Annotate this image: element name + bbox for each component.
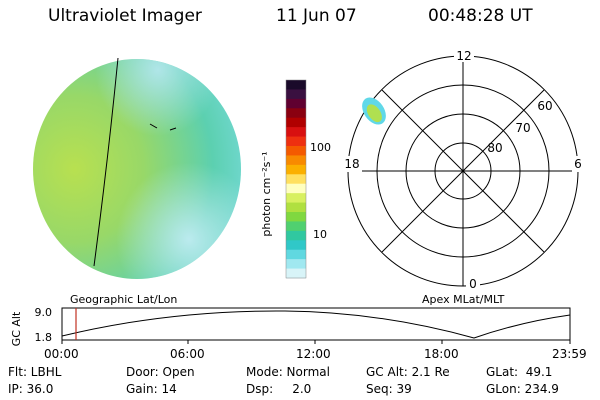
time-label: 00:48:28 UT [428, 6, 533, 26]
info-filter: Flt: LBHL [8, 365, 62, 379]
timeline-ytick-1.8: 1.8 [35, 331, 53, 344]
info-gain: Gain: 14 [126, 382, 177, 396]
colorbar-scale [286, 80, 306, 279]
colorbar-cell [286, 202, 306, 213]
colorbar-cell [286, 240, 306, 251]
uv-limb-region [33, 59, 241, 279]
colorbar-tick-100: 100 [310, 141, 331, 154]
label-bg [342, 156, 362, 172]
timeline-xtick-1200: 12:00 [296, 347, 331, 361]
colorbar-cell [286, 221, 306, 232]
colorbar-tick-10: 10 [313, 228, 327, 241]
coastline-mark [169, 127, 177, 131]
label-bg [572, 156, 586, 172]
mlat-label-70: 70 [515, 121, 530, 135]
info-door: Door: Open [126, 365, 195, 379]
timeline-xtick-0600: 06:00 [170, 347, 205, 361]
label-bg [454, 48, 474, 62]
info-ip: IP: 36.0 [8, 382, 54, 396]
colorbar-cell [286, 174, 306, 185]
colorbar-cell [286, 108, 306, 119]
colorbar-frame [285, 79, 307, 279]
colorbar-cell [286, 183, 306, 194]
mlt-label-0: 0 [469, 277, 477, 291]
colorbar-cell [286, 127, 306, 138]
colorbar-cell [286, 155, 306, 166]
coastline-mark [149, 123, 158, 129]
uv-geographic-image [33, 57, 241, 279]
colorbar: photon cm⁻²s⁻¹ [262, 79, 307, 279]
mlat-label-60: 60 [537, 99, 552, 113]
terminator-line [93, 57, 119, 267]
colorbar-cell [286, 117, 306, 128]
info-gc-alt: GC Alt: 2.1 Re [366, 365, 450, 379]
info-dsp: Dsp: 2.0 [246, 382, 312, 396]
mlt-label-18: 18 [344, 157, 359, 171]
colorbar-cell [286, 146, 306, 156]
info-seq: Seq: 39 [366, 382, 412, 396]
label-bg [466, 276, 480, 290]
colorbar-cell [286, 212, 306, 222]
mlt-label-12: 12 [456, 49, 471, 63]
app-title: Ultraviolet Imager [48, 6, 202, 26]
info-mode: Mode: Normal [246, 365, 330, 379]
timeline-ticks [61, 340, 571, 344]
colorbar-cell [286, 230, 306, 241]
polar-plot: 12 18 6 0 60 70 80 [342, 48, 586, 291]
colorbar-cell [286, 136, 306, 147]
colorbar-cell [286, 259, 306, 270]
timeline-axis-title: GC Alt [10, 311, 23, 346]
colorbar-cell [286, 164, 306, 175]
colorbar-cell [286, 193, 306, 204]
info-glat: GLat: 49.1 [486, 365, 553, 379]
mlt-label-6: 6 [574, 157, 582, 171]
timeline-ytick-9: 9.0 [35, 306, 53, 319]
colorbar-unit-label: photon cm⁻²s⁻¹ [262, 151, 273, 236]
mlat-label-80: 80 [487, 141, 502, 155]
altitude-timeline: GC Alt 9.0 1.8 [10, 306, 571, 346]
uv-patch [362, 97, 386, 125]
info-glon: GLon: 234.9 [486, 382, 559, 396]
timeline-xtick-0000: 00:00 [44, 347, 79, 361]
altitude-curve [61, 310, 571, 339]
timeline-xtick-1800: 18:00 [424, 347, 459, 361]
timeline-right-label: Apex MLat/MLT [422, 293, 505, 306]
timeline-left-label: Geographic Lat/Lon [70, 293, 178, 306]
colorbar-cell [286, 80, 306, 90]
polar-diagonal [381, 89, 545, 253]
date-label: 11 Jun 07 [276, 6, 357, 26]
colorbar-cell [286, 98, 306, 109]
colorbar-cell [286, 249, 306, 260]
timeline-frame [61, 307, 571, 341]
colorbar-cell [286, 268, 306, 279]
colorbar-cell [286, 89, 306, 100]
timeline-xtick-2359: 23:59 [552, 347, 587, 361]
